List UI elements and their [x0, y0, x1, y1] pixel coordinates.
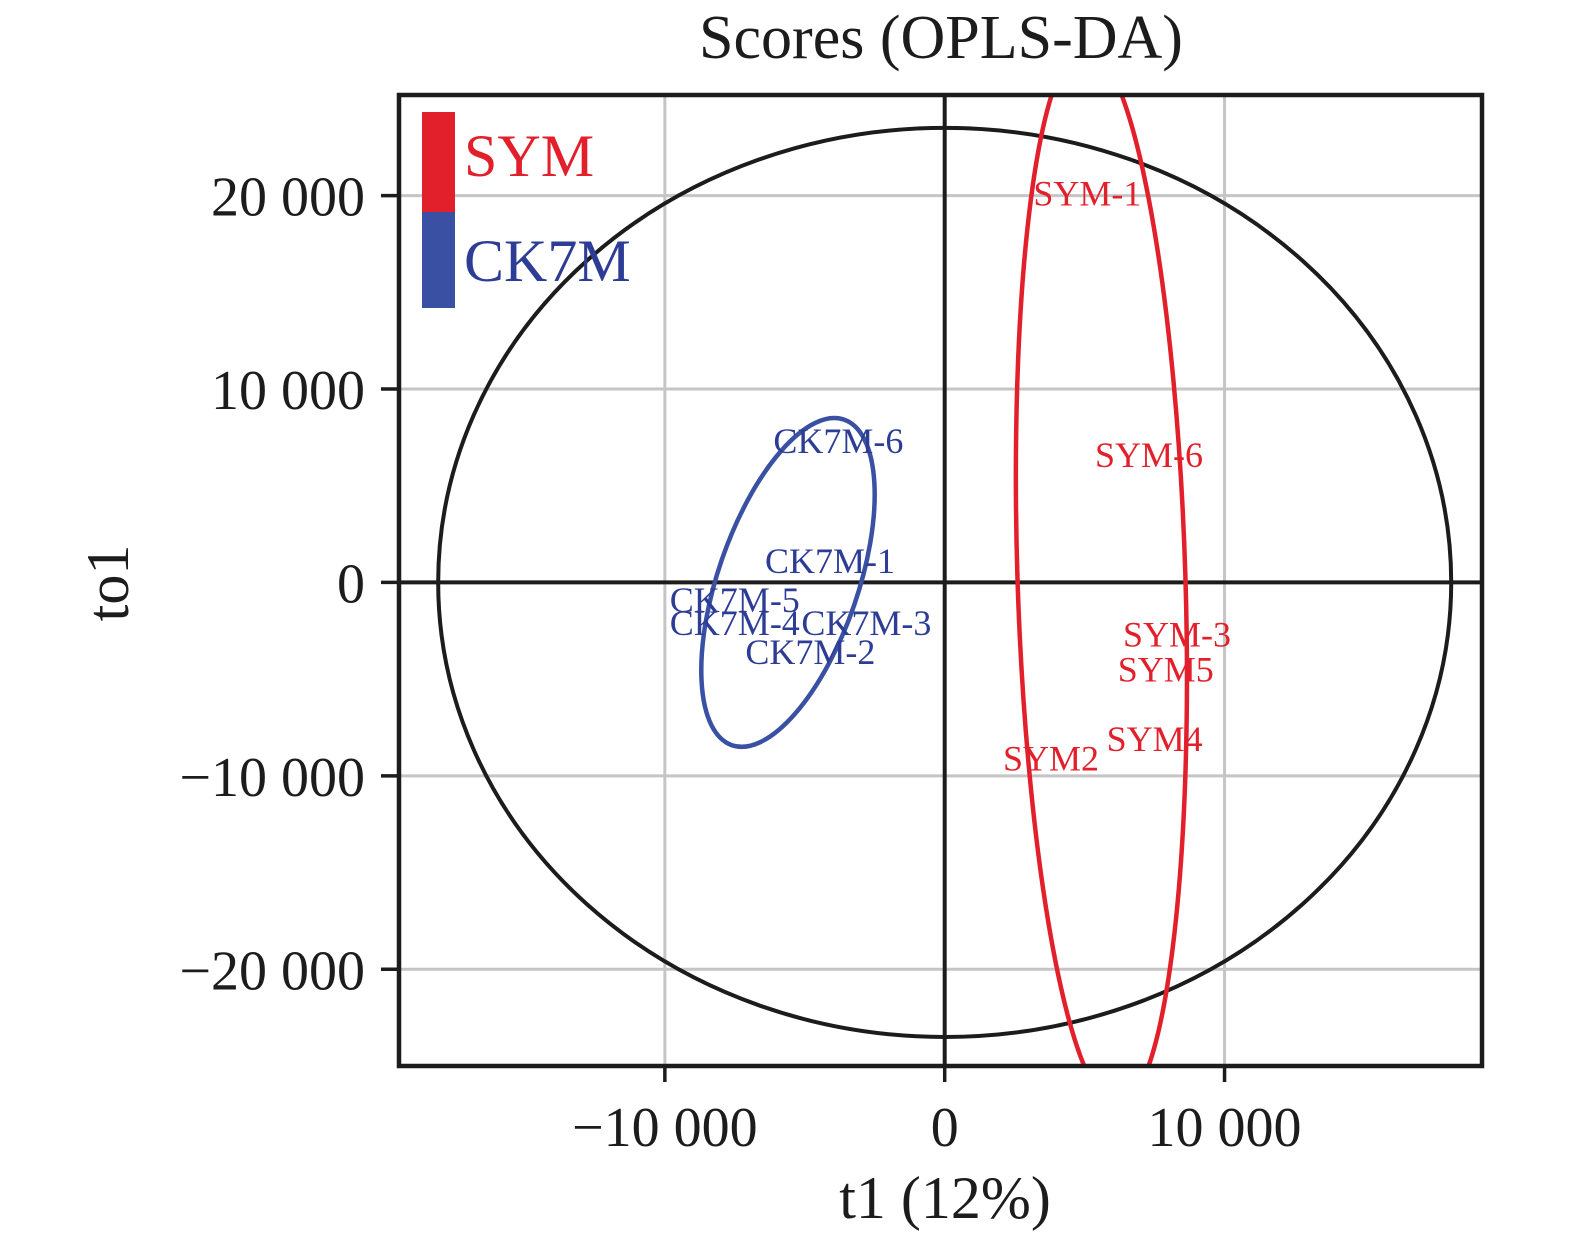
sample-label: CK7M-5: [670, 580, 800, 620]
y-tick-label: −10 000: [179, 747, 365, 809]
plot-border: [396, 92, 1485, 1069]
legend-label-sym: SYM: [464, 123, 594, 189]
x-tick-label: −10 000: [572, 1097, 758, 1159]
x-tick-label: 0: [931, 1097, 959, 1159]
legend-label-ck7m: CK7M: [464, 228, 631, 294]
y-tick-label: 0: [337, 553, 365, 615]
legend-swatch-ck7m: [422, 212, 455, 308]
legend: SYM CK7M: [422, 112, 631, 308]
sample-label: SYM5: [1118, 649, 1214, 689]
sample-labels: SYM-1SYM-6SYM-3SYM5SYM4SYM2CK7M-6CK7M-1C…: [670, 174, 1231, 779]
axis-tick-labels: 20 000 10 000 0 −10 000 −20 000 −10 000 0 10 00…: [179, 167, 1301, 1159]
sample-label: CK7M-4: [670, 603, 800, 643]
sample-label: CK7M-2: [745, 632, 875, 672]
ck7m-cluster-ellipse: [699, 415, 877, 750]
sample-label: SYM4: [1107, 719, 1203, 759]
y-axis-title: to1: [75, 545, 141, 622]
x-tick-label: 10 000: [1148, 1097, 1302, 1159]
sample-label: SYM-1: [1033, 174, 1141, 214]
legend-swatch-sym: [422, 112, 455, 212]
sample-label: CK7M-1: [765, 541, 895, 581]
y-tick-label: 20 000: [211, 167, 365, 229]
ellipses: [436, 83, 1454, 1088]
sample-label: SYM-3: [1123, 615, 1231, 655]
sample-label: SYM2: [1003, 738, 1099, 778]
sample-label: SYM-6: [1095, 435, 1203, 475]
x-axis-title: t1 (12%): [839, 1165, 1051, 1231]
sample-label: CK7M-3: [801, 603, 931, 643]
sample-label: CK7M-6: [773, 421, 903, 461]
chart-title: Scores (OPLS-DA): [699, 4, 1183, 72]
sym-cluster-ellipse: [1013, 83, 1190, 1088]
zero-axes: [399, 95, 1482, 1066]
hotelling-t2-ellipse: [436, 125, 1454, 1039]
y-tick-label: 10 000: [211, 360, 365, 422]
gridlines: [399, 95, 1482, 1066]
y-tick-label: −20 000: [179, 940, 365, 1002]
